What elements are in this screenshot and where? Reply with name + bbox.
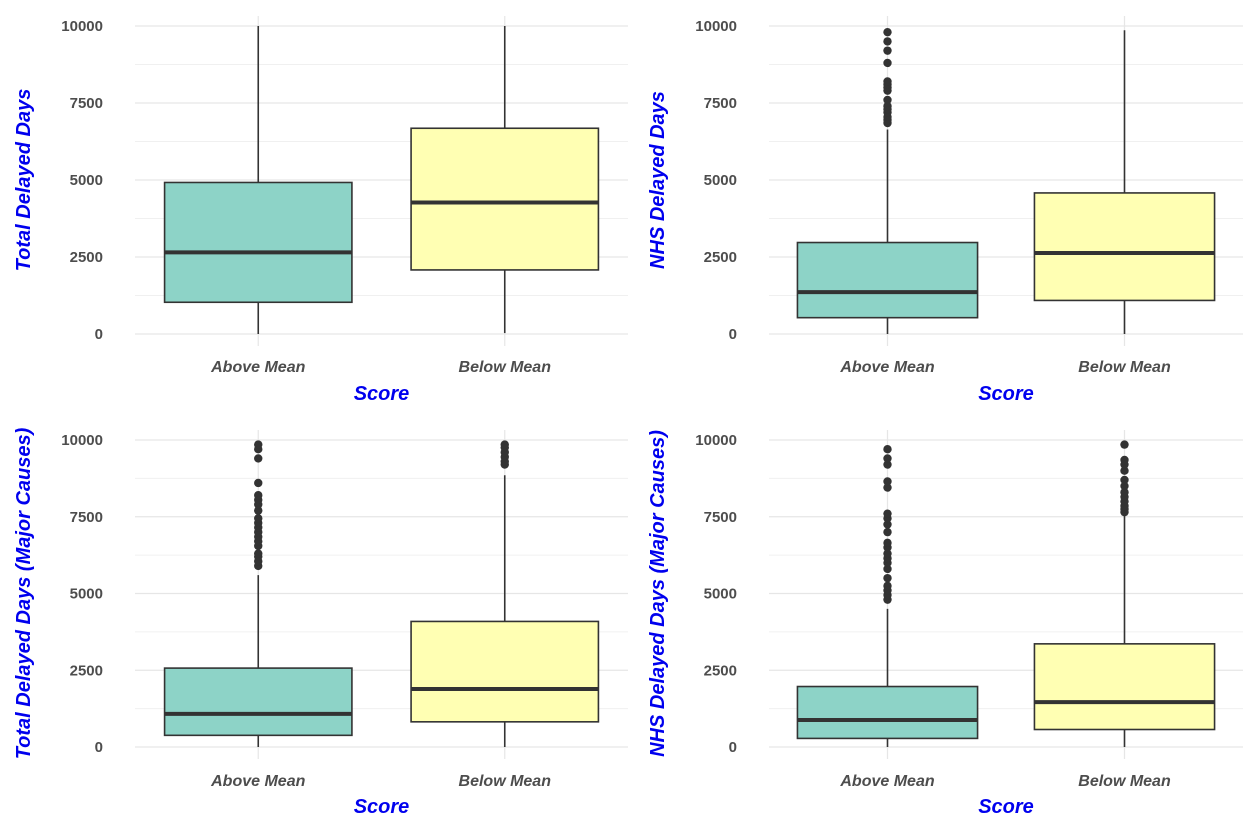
outlier-point bbox=[883, 46, 892, 55]
box-above-mean bbox=[796, 27, 979, 334]
outlier-point bbox=[883, 77, 892, 86]
panel-nhs-delayed-days-major-causes: 0 2500 5000 7500 10000 Above Mean Below Mean Sc… bbox=[647, 430, 1243, 818]
outlier-point bbox=[1120, 466, 1129, 475]
outlier-point bbox=[883, 538, 892, 548]
outlier-point bbox=[500, 440, 509, 449]
box-above-mean bbox=[796, 445, 979, 747]
y-tick-label: 10000 bbox=[695, 432, 737, 449]
outlier-point bbox=[883, 101, 892, 111]
outlier-point bbox=[883, 58, 892, 68]
x-tick-label: Below Mean bbox=[1078, 773, 1171, 790]
y-axis-title: Total Delayed Days (Major Causes) bbox=[13, 427, 35, 759]
outlier-point bbox=[883, 549, 892, 558]
y-tick-label: 5000 bbox=[704, 586, 737, 603]
y-tick-label: 0 bbox=[729, 739, 737, 756]
outlier-point bbox=[883, 460, 892, 469]
box-iqr bbox=[796, 241, 979, 319]
box-iqr bbox=[163, 181, 353, 304]
y-tick-label: 2500 bbox=[704, 249, 737, 266]
box-below-mean bbox=[1033, 440, 1216, 747]
box-iqr bbox=[1033, 643, 1216, 731]
outlier-point bbox=[883, 95, 892, 105]
outlier-point bbox=[254, 506, 263, 515]
box-above-mean bbox=[163, 26, 353, 334]
outlier-point bbox=[1120, 481, 1129, 491]
y-tick-label: 7500 bbox=[70, 509, 103, 526]
outlier-point bbox=[254, 491, 263, 500]
x-tick-label: Below Mean bbox=[459, 359, 552, 376]
outlier-point bbox=[883, 445, 892, 454]
outlier-point bbox=[883, 27, 892, 37]
x-tick-label: Above Mean bbox=[210, 359, 305, 376]
box-iqr bbox=[1033, 192, 1216, 302]
box-iqr bbox=[410, 127, 600, 271]
panel-total-delayed-days-major-causes: 0 2500 5000 7500 10000 Above Mean Below Mean Sc… bbox=[13, 427, 628, 818]
outlier-point bbox=[254, 478, 263, 488]
x-axis-title: Score bbox=[354, 383, 410, 405]
y-tick-label: 2500 bbox=[704, 662, 737, 679]
y-tick-label: 10000 bbox=[61, 18, 103, 35]
outlier-point bbox=[1120, 455, 1129, 465]
outlier-point bbox=[883, 477, 892, 486]
y-tick-label: 0 bbox=[729, 326, 737, 343]
outlier-point bbox=[883, 520, 892, 529]
outlier-point bbox=[883, 573, 892, 583]
outlier-point bbox=[254, 454, 263, 463]
x-tick-label: Below Mean bbox=[1078, 359, 1171, 376]
x-tick-label: Above Mean bbox=[210, 773, 305, 790]
outlier-point bbox=[1120, 475, 1129, 485]
outlier-point bbox=[883, 564, 892, 574]
x-axis-title: Score bbox=[978, 796, 1034, 818]
y-tick-label: 7500 bbox=[70, 95, 103, 112]
outlier-point bbox=[883, 37, 892, 46]
y-tick-label: 2500 bbox=[70, 249, 103, 266]
box-above-mean bbox=[163, 440, 353, 747]
box-iqr bbox=[410, 620, 600, 723]
box-below-mean bbox=[1033, 30, 1216, 334]
y-tick-label: 10000 bbox=[695, 18, 737, 35]
outlier-point bbox=[254, 549, 263, 558]
y-tick-label: 0 bbox=[95, 739, 103, 756]
outlier-point bbox=[883, 454, 892, 463]
y-tick-label: 7500 bbox=[704, 95, 737, 112]
outlier-point bbox=[254, 514, 263, 523]
y-tick-label: 2500 bbox=[70, 662, 103, 679]
outlier-point bbox=[883, 509, 892, 518]
x-axis-title: Score bbox=[354, 796, 410, 818]
outlier-point bbox=[883, 483, 892, 492]
outlier-point bbox=[1120, 487, 1129, 497]
outlier-point bbox=[883, 581, 892, 591]
panel-total-delayed-days: 0 2500 5000 7500 10000 Above Mean Below Mean Sc… bbox=[13, 16, 628, 405]
box-iqr bbox=[163, 667, 353, 737]
x-axis-title: Score bbox=[978, 383, 1034, 405]
y-axis-title: NHS Delayed Days (Major Causes) bbox=[647, 430, 669, 757]
outlier-point bbox=[254, 440, 263, 449]
box-iqr bbox=[796, 685, 979, 740]
x-tick-label: Above Mean bbox=[839, 359, 934, 376]
y-tick-label: 10000 bbox=[61, 432, 103, 449]
y-axis-title: Total Delayed Days bbox=[13, 89, 35, 272]
outlier-point bbox=[1120, 440, 1129, 449]
outlier-point bbox=[883, 527, 892, 537]
y-axis-title: NHS Delayed Days bbox=[647, 91, 669, 269]
panel-nhs-delayed-days: 0 2500 5000 7500 10000 Above Mean Below Mean Sc… bbox=[647, 16, 1243, 405]
box-below-mean bbox=[410, 26, 600, 334]
y-tick-label: 7500 bbox=[704, 509, 737, 526]
y-tick-label: 0 bbox=[95, 326, 103, 343]
x-tick-label: Below Mean bbox=[459, 773, 552, 790]
y-tick-label: 5000 bbox=[704, 172, 737, 189]
x-tick-label: Above Mean bbox=[839, 773, 934, 790]
box-below-mean bbox=[410, 440, 600, 747]
y-tick-label: 5000 bbox=[70, 172, 103, 189]
y-tick-label: 5000 bbox=[70, 586, 103, 603]
